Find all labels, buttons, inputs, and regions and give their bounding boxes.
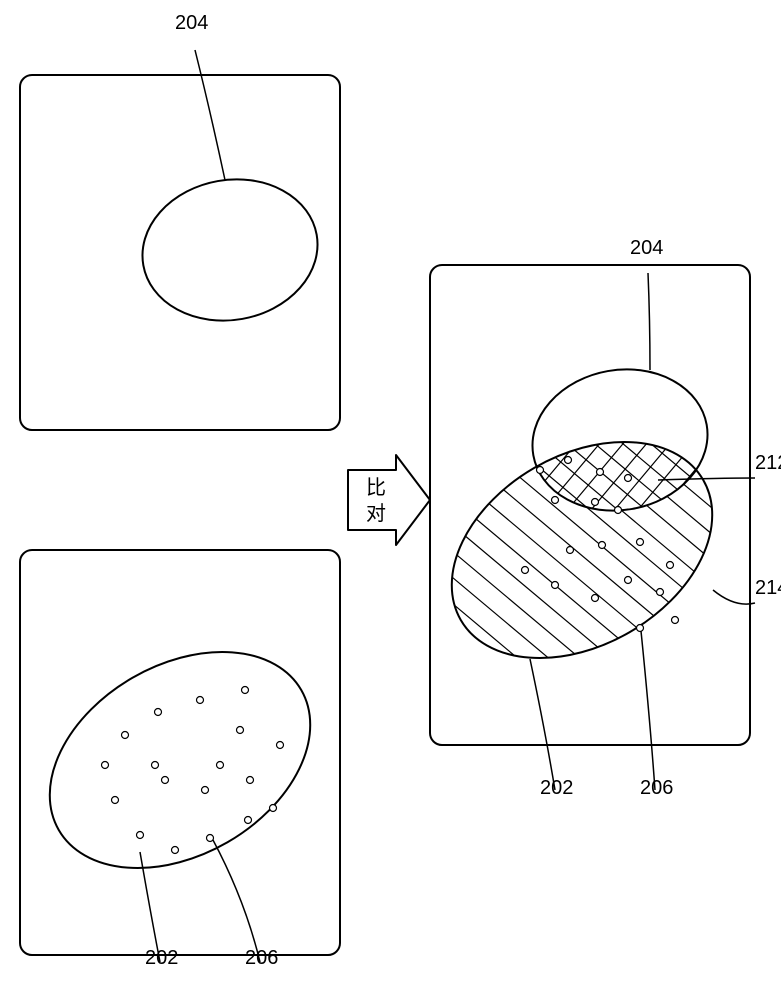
ellipse-202-bottom-left (11, 608, 348, 913)
label-204-top-left: 204 (175, 12, 208, 35)
leader-lines (140, 50, 755, 962)
ellipse-204-right-fill (521, 356, 719, 524)
panel-top-left (20, 75, 340, 430)
label-212-right: 212 (755, 452, 781, 475)
label-204-right: 204 (630, 237, 663, 260)
label-214-right: 214 (755, 577, 781, 600)
compare-arrow: 比对 (348, 455, 430, 545)
label-202-right: 202 (540, 777, 573, 800)
panel-bottom-left (20, 550, 340, 955)
dots-bottom-left (102, 687, 284, 854)
label-206-bottom-left: 206 (245, 947, 278, 970)
ellipse-204-top-left (131, 166, 329, 334)
label-202-bottom-left: 202 (145, 947, 178, 970)
label-206-right: 206 (640, 777, 673, 800)
